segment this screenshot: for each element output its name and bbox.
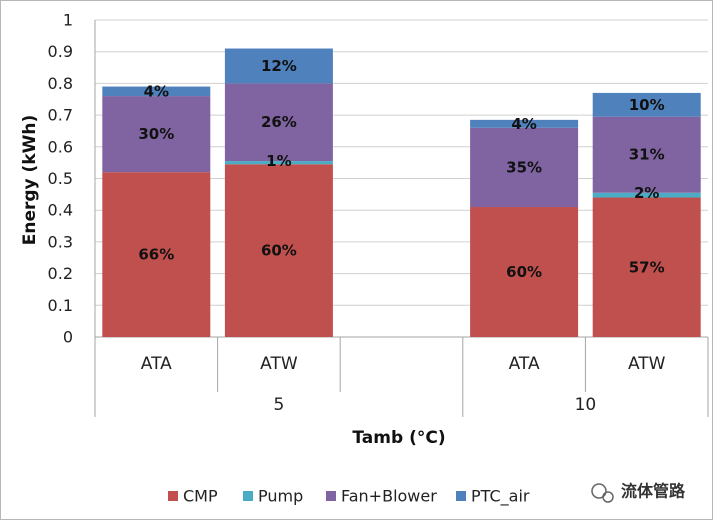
bar-segment-cmp: [470, 207, 579, 337]
bar-segment-cmp: [592, 197, 701, 337]
data-label: 10%: [629, 96, 665, 114]
legend-swatch: [243, 491, 253, 501]
watermark-text: 流体管路: [621, 482, 686, 501]
x-group-label: 10: [575, 395, 597, 415]
y-tick-label: 0: [63, 328, 73, 347]
wechat-bubble-large: [591, 483, 607, 499]
bar-segment-cmp: [224, 164, 333, 337]
wechat-bubble-small: [602, 491, 614, 503]
bar-segment-ptc-air: [470, 119, 579, 128]
data-label: 12%: [261, 57, 297, 75]
y-tick-label: 0.7: [48, 106, 73, 125]
bar-segment-fan-blower: [224, 83, 333, 162]
data-label: 35%: [506, 158, 542, 176]
x-group-label: 5: [273, 395, 284, 415]
y-tick-label: 0.6: [48, 137, 73, 156]
x-axis-title: Tamb (°C): [352, 428, 445, 448]
x-category-label: ATA: [509, 354, 540, 374]
data-label: 4%: [511, 115, 536, 133]
legend-swatch: [326, 491, 336, 501]
bar-segment-ptc-air: [224, 48, 333, 84]
data-label: 66%: [138, 246, 174, 264]
bar-segment-pump: [592, 192, 701, 198]
y-tick-label: 0.4: [48, 201, 73, 220]
bar-segment-fan-blower: [592, 116, 701, 193]
wechat-icon: [591, 483, 614, 503]
legend-label: Pump: [258, 487, 303, 506]
y-tick-label: 0.3: [48, 232, 73, 251]
bar-segment-cmp: [102, 172, 211, 337]
legend-swatch: [456, 491, 466, 501]
y-tick-label: 1: [63, 11, 73, 30]
bar-segment-ptc-air: [592, 92, 701, 117]
data-label: 26%: [261, 113, 297, 131]
data-label: 4%: [144, 82, 169, 100]
data-label: 31%: [629, 146, 665, 164]
bar-segment-fan-blower: [102, 96, 211, 173]
data-label: 57%: [629, 258, 665, 276]
legend-label: PTC_air: [471, 487, 530, 507]
bar-segment-fan-blower: [470, 127, 579, 208]
y-tick-label: 0.9: [48, 42, 73, 61]
data-label: 2%: [634, 184, 659, 202]
data-label: 60%: [261, 242, 297, 260]
y-tick-label: 0.2: [48, 264, 73, 283]
data-label: 1%: [266, 152, 291, 170]
legend-label: Fan+Blower: [341, 487, 437, 506]
x-category-label: ATW: [260, 354, 298, 374]
bar-segment-ptc-air: [102, 86, 211, 97]
x-category-label: ATW: [628, 354, 666, 374]
data-label: 30%: [138, 125, 174, 143]
x-category-label: ATA: [141, 354, 172, 374]
legend-swatch: [168, 491, 178, 501]
y-axis-title: Energy (kWh): [20, 115, 40, 246]
bar-segment-pump: [224, 161, 333, 165]
data-label: 60%: [506, 263, 542, 281]
y-tick-label: 0.8: [48, 74, 73, 93]
y-tick-label: 0.5: [48, 169, 73, 188]
legend-label: CMP: [183, 487, 218, 506]
y-tick-label: 0.1: [48, 296, 73, 315]
